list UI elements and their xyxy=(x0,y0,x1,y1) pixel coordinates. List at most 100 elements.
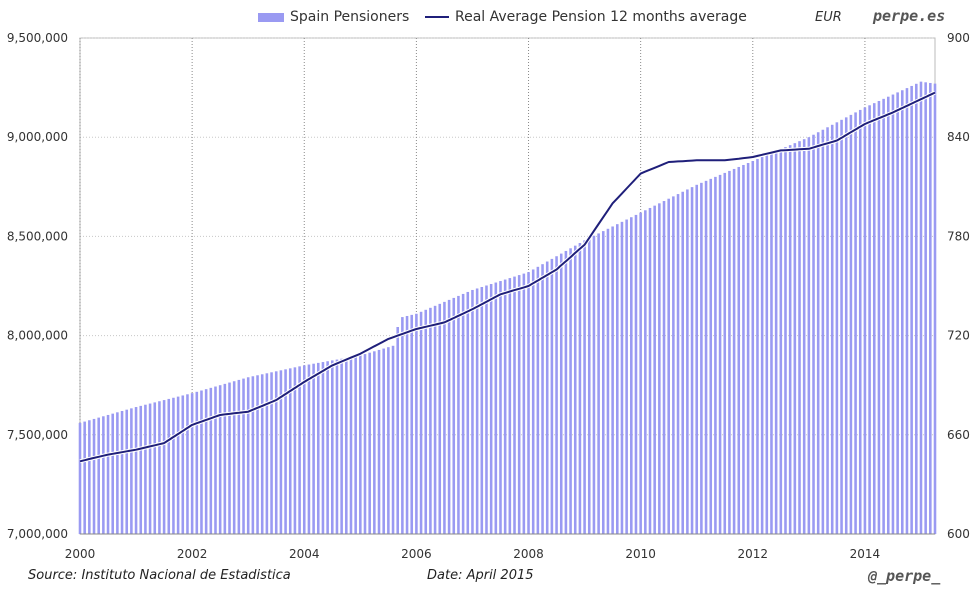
bar xyxy=(905,88,909,534)
bar xyxy=(158,401,161,534)
y-left-tick-label: 9,500,000 xyxy=(7,31,68,45)
bar xyxy=(461,293,465,534)
bar xyxy=(746,162,750,534)
bar xyxy=(485,285,488,534)
bar xyxy=(321,362,325,534)
bar xyxy=(419,311,423,534)
bar xyxy=(302,365,306,534)
bar xyxy=(466,291,470,534)
bar xyxy=(312,363,315,534)
series-line-real-average-pension xyxy=(79,91,936,463)
bar xyxy=(765,155,769,534)
bar xyxy=(270,372,273,534)
bar xyxy=(644,210,647,534)
x-tick-label: 2012 xyxy=(738,547,769,561)
bar xyxy=(742,164,745,534)
bar xyxy=(854,112,857,535)
bar xyxy=(438,303,442,534)
bar xyxy=(662,201,666,534)
bar xyxy=(676,194,680,535)
bar xyxy=(176,396,180,534)
y-left-tick-label: 8,000,000 xyxy=(7,329,68,343)
bar xyxy=(779,149,783,534)
bar xyxy=(288,368,292,534)
bar xyxy=(475,288,479,534)
bar xyxy=(256,375,259,534)
bar xyxy=(830,124,834,535)
bar xyxy=(260,374,264,534)
bar xyxy=(349,357,353,534)
bar xyxy=(639,212,642,535)
bar xyxy=(718,174,722,534)
bar xyxy=(195,391,199,534)
bar xyxy=(559,253,563,534)
bar xyxy=(167,398,171,534)
x-tick-label: 2000 xyxy=(65,547,96,561)
bar xyxy=(919,81,923,534)
bar xyxy=(625,219,628,534)
bar xyxy=(788,145,792,535)
bar xyxy=(751,161,755,534)
bar xyxy=(527,272,530,534)
source-note: Source: Instituto Nacional de Estadistic… xyxy=(28,568,291,583)
unit-label: EUR xyxy=(815,10,842,25)
bar xyxy=(872,103,876,535)
x-tick-label: 2006 xyxy=(401,547,432,561)
y-right-tick-label: 900 xyxy=(947,31,970,45)
bar xyxy=(634,214,638,534)
bar xyxy=(335,359,339,534)
bar xyxy=(382,348,385,534)
y-left-tick-label: 7,500,000 xyxy=(7,428,68,442)
bar xyxy=(592,235,596,535)
bar xyxy=(858,109,862,535)
bar xyxy=(690,187,694,534)
bar xyxy=(517,275,521,534)
bar xyxy=(204,389,208,534)
legend-item-pension: Real Average Pension 12 months average xyxy=(425,9,747,25)
bar xyxy=(83,421,86,534)
bar xyxy=(578,243,582,534)
bar xyxy=(700,182,703,534)
y-left-tick-label: 7,000,000 xyxy=(7,527,68,541)
bar xyxy=(597,233,600,534)
bar xyxy=(102,416,105,534)
bar xyxy=(452,297,456,534)
bar xyxy=(802,139,806,534)
bar xyxy=(443,301,446,534)
bar xyxy=(489,284,493,534)
bar xyxy=(209,387,213,534)
bar xyxy=(316,362,320,534)
bar xyxy=(667,198,670,535)
bar xyxy=(770,153,773,534)
bar xyxy=(704,180,708,534)
bar xyxy=(480,286,484,534)
bar xyxy=(648,207,652,535)
bar xyxy=(424,309,428,534)
legend-label-pensioners: Spain Pensioners xyxy=(290,9,410,25)
bar xyxy=(153,402,157,534)
bar xyxy=(812,134,815,534)
date-note: Date: April 2015 xyxy=(427,568,534,583)
bar xyxy=(840,119,843,534)
bar xyxy=(826,127,829,534)
bar xyxy=(868,105,871,535)
plot-area xyxy=(79,37,936,535)
bar xyxy=(901,90,904,534)
legend-label-pension: Real Average Pension 12 months average xyxy=(455,9,747,25)
bar xyxy=(915,83,918,534)
bar xyxy=(78,422,82,534)
bar xyxy=(139,405,143,534)
bar xyxy=(396,327,399,534)
bar xyxy=(373,351,376,534)
bar xyxy=(695,184,699,535)
bar xyxy=(583,240,586,535)
bar xyxy=(658,203,661,535)
bar xyxy=(508,278,512,534)
bar xyxy=(653,205,656,534)
bar xyxy=(709,178,713,534)
bar xyxy=(130,408,133,534)
bar xyxy=(503,279,507,534)
bar xyxy=(681,191,684,534)
bar xyxy=(601,231,605,535)
bar xyxy=(807,137,811,534)
